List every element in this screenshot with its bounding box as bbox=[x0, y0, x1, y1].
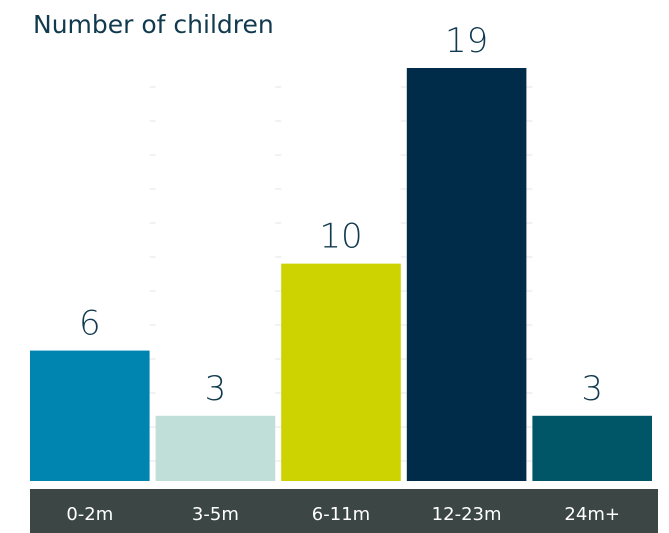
bars bbox=[30, 68, 652, 481]
x-tick-label-0-2m: 0-2m bbox=[66, 504, 113, 525]
value-label-6-11m: 10 bbox=[319, 217, 362, 257]
x-tick-labels: 0-2m 3-5m 6-11m 12-23m 24m+ bbox=[66, 504, 620, 525]
value-label-0-2m: 6 bbox=[79, 304, 101, 344]
chart-title: Number of children bbox=[33, 10, 274, 39]
bar-0-2m bbox=[30, 350, 150, 481]
bar-24m bbox=[532, 415, 652, 481]
bar-6-11m bbox=[281, 263, 401, 481]
bar-12-23m bbox=[406, 68, 527, 481]
value-labels: 6 3 10 19 3 bbox=[79, 21, 603, 409]
x-axis-band bbox=[30, 489, 658, 533]
x-tick-label-24m: 24m+ bbox=[564, 504, 620, 525]
value-label-12-23m: 19 bbox=[445, 21, 488, 61]
x-tick-label-6-11m: 6-11m bbox=[312, 504, 370, 525]
value-label-3-5m: 3 bbox=[205, 369, 227, 409]
grid-ticks bbox=[149, 86, 533, 462]
x-tick-label-12-23m: 12-23m bbox=[432, 504, 502, 525]
value-label-24m: 3 bbox=[581, 369, 603, 409]
bar-3-5m bbox=[155, 415, 276, 481]
x-tick-label-3-5m: 3-5m bbox=[192, 504, 239, 525]
